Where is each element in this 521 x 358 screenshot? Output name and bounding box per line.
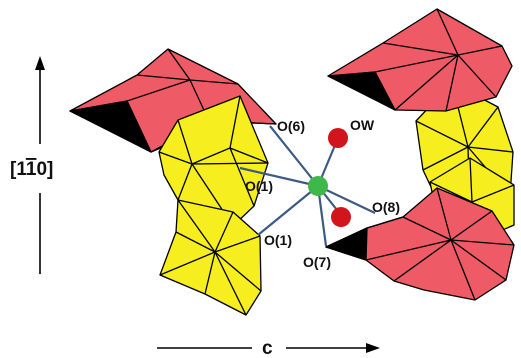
vertical-axis-barred-digit: 1 bbox=[26, 159, 37, 180]
water-oxygen-atom-upper bbox=[328, 128, 348, 148]
red-polyhedron-upper-right bbox=[327, 8, 513, 112]
vertical-axis-label: [110] bbox=[10, 159, 53, 180]
yellow-octahedron-upper bbox=[158, 95, 269, 227]
label-o7: O(7) bbox=[303, 254, 331, 270]
red-polyhedron-lower-right bbox=[325, 187, 515, 301]
label-o1-lower: O(1) bbox=[264, 232, 292, 248]
red-polyhedron-upper-left bbox=[69, 48, 277, 153]
horizontal-axis-label: c bbox=[262, 338, 273, 358]
bond-to-o7 bbox=[316, 185, 328, 247]
bond-to-o1-lower bbox=[257, 185, 319, 236]
bond-to-o1-upper bbox=[239, 166, 319, 188]
vertical-axis-arrowhead bbox=[35, 56, 45, 70]
horizontal-axis: c bbox=[157, 338, 380, 358]
label-o8: O(8) bbox=[372, 199, 400, 215]
label-o1-upper: O(1) bbox=[245, 178, 273, 194]
label-o6: O(6) bbox=[277, 118, 305, 134]
yellow-octahedron-lower bbox=[159, 199, 262, 316]
label-ow: OW bbox=[350, 117, 375, 133]
vertical-axis: [110] bbox=[10, 56, 53, 274]
central-metal-atom bbox=[308, 176, 328, 196]
bond-to-o8 bbox=[317, 185, 376, 214]
water-oxygen-atom-lower bbox=[331, 207, 351, 227]
horizontal-axis-arrowhead bbox=[366, 343, 380, 353]
bond-to-o6 bbox=[269, 125, 319, 187]
